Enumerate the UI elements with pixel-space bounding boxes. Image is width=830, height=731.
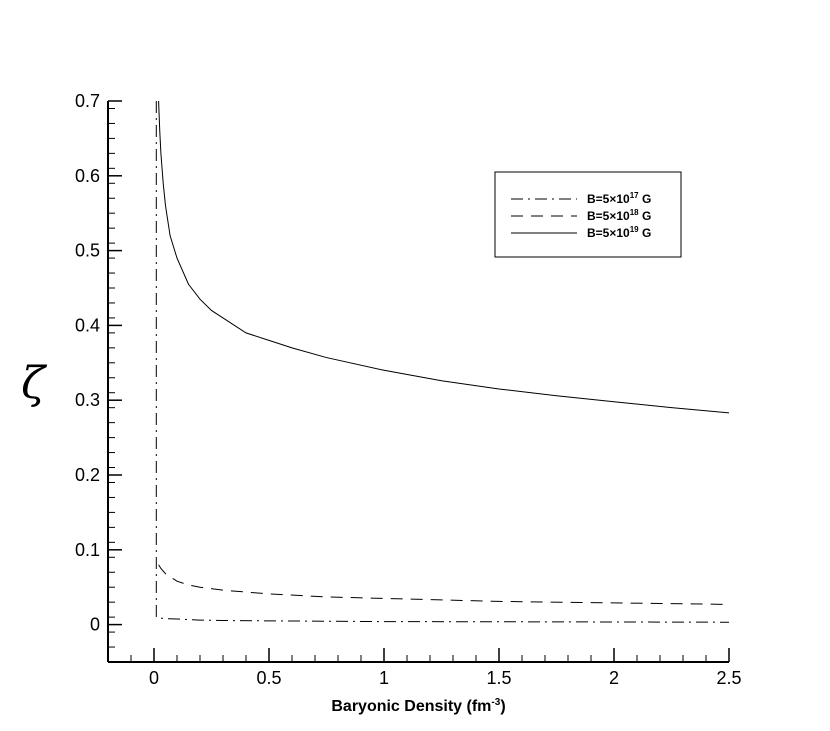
x-axis-label: Baryonic Density (fm-3): [331, 697, 505, 715]
legend: B=5×1017 G B=5×1018 G B=5×1019 G: [494, 171, 682, 258]
plot-axes: 0 0.1 0.2 0.3 0.4 0.5 0.6 0.7 0 0.5 1 1.5 2 2.5: [75, 91, 742, 688]
y-tick-label: 0.5: [75, 241, 100, 261]
series-layer: [155, 100, 730, 623]
x-tick-label: 0.5: [256, 668, 281, 688]
x-tick-label: 0: [149, 668, 159, 688]
y-tick-label: 0.4: [75, 315, 100, 335]
legend-label-2: B=5×1018 G: [587, 208, 651, 223]
legend-label-3: B=5×1019 G: [587, 225, 651, 240]
y-axis-label: ζ: [21, 358, 48, 409]
y-tick-label: 0: [90, 615, 100, 635]
x-tick-label: 1.5: [486, 668, 511, 688]
y-tick-label: 0.7: [75, 91, 100, 111]
y-tick-label: 0.2: [75, 465, 100, 485]
series-line-1: [155, 101, 730, 623]
y-tick-label: 0.1: [75, 540, 100, 560]
series-line-2: [158, 564, 730, 605]
series-line-3: [158, 100, 730, 414]
x-tick-label: 2: [609, 668, 619, 688]
x-tick-label: 2.5: [716, 668, 741, 688]
y-tick-label: 0.3: [75, 390, 100, 410]
legend-box: [494, 171, 682, 258]
legend-label-1: B=5×1017 G: [587, 191, 651, 206]
x-tick-label: 1: [379, 668, 389, 688]
y-tick-label: 0.6: [75, 166, 100, 186]
